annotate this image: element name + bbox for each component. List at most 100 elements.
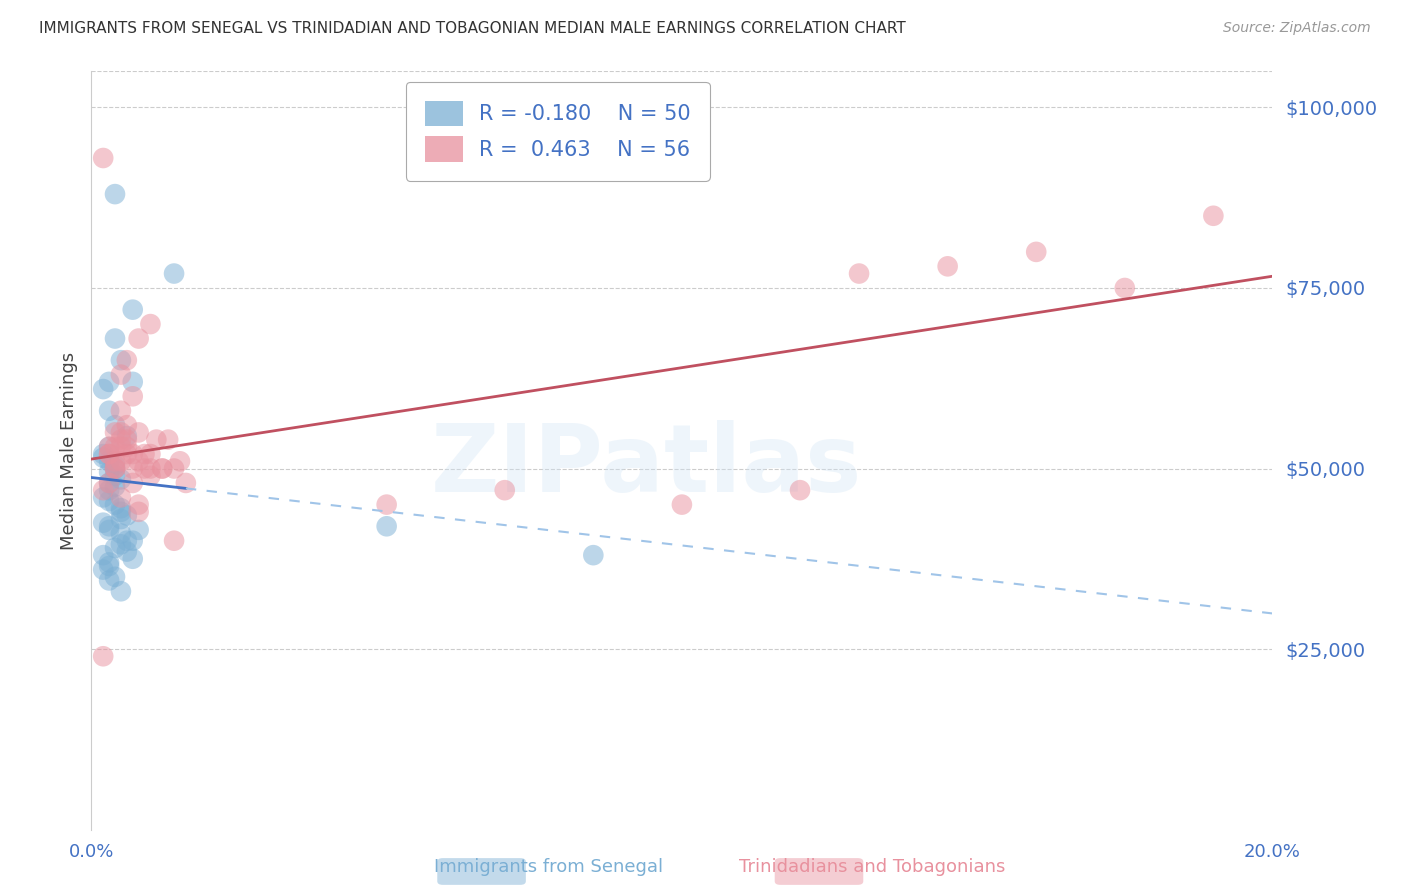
Point (150, 461, 173, 475)
Point (174, 475, 197, 490)
Point (115, 418, 138, 433)
Point (121, 447, 143, 461)
Point (115, 429, 138, 443)
Point (104, 425, 127, 440)
Point (494, 483, 516, 498)
Point (98, 523, 121, 537)
Point (91, 450, 114, 465)
Point (110, 505, 132, 519)
Point (104, 479, 127, 493)
Point (134, 461, 156, 475)
Point (110, 440, 132, 454)
Point (121, 461, 143, 475)
Point (98, 447, 121, 461)
Point (128, 454, 150, 468)
Point (110, 368, 132, 382)
Point (110, 537, 132, 551)
Point (98, 454, 121, 468)
Point (104, 332, 127, 346)
Point (98, 465, 121, 479)
Point (110, 501, 132, 516)
Point (104, 187, 127, 202)
Point (110, 454, 132, 468)
Point (104, 461, 127, 475)
Point (98, 440, 121, 454)
Point (98, 475, 121, 490)
Point (169, 454, 191, 468)
Point (110, 425, 132, 440)
Point (91, 483, 114, 498)
Point (98, 440, 121, 454)
Point (104, 418, 127, 433)
Point (121, 475, 143, 490)
Point (121, 533, 143, 548)
Point (115, 508, 138, 523)
Text: Source: ZipAtlas.com: Source: ZipAtlas.com (1223, 21, 1371, 35)
Point (150, 461, 173, 475)
Point (104, 498, 127, 512)
Point (121, 302, 143, 317)
Point (115, 447, 138, 461)
Point (98, 494, 121, 508)
Point (110, 433, 132, 447)
Point (104, 440, 127, 454)
Point (128, 332, 150, 346)
Point (104, 458, 127, 472)
Point (121, 551, 143, 566)
Point (110, 526, 132, 541)
Point (163, 461, 186, 475)
Point (115, 533, 138, 548)
Point (134, 447, 156, 461)
Point (110, 353, 132, 368)
Point (848, 267, 870, 281)
Point (91, 649, 114, 664)
Point (91, 548, 114, 562)
Point (104, 461, 127, 475)
Point (121, 389, 143, 403)
Point (98, 559, 121, 574)
Point (110, 512, 132, 526)
Point (115, 433, 138, 447)
Point (98, 483, 121, 498)
Point (789, 483, 811, 498)
Point (163, 533, 186, 548)
Point (91, 382, 114, 396)
Point (91, 563, 114, 577)
Point (375, 519, 398, 533)
Point (98, 519, 121, 533)
Text: ZIPatlas: ZIPatlas (430, 419, 862, 512)
Point (110, 491, 132, 505)
Point (110, 403, 132, 417)
Point (110, 472, 132, 486)
Point (115, 353, 138, 368)
Legend: R = -0.180    N = 50, R =  0.463    N = 56: R = -0.180 N = 50, R = 0.463 N = 56 (406, 82, 710, 180)
Point (115, 440, 138, 454)
Point (110, 584, 132, 599)
Point (91, 491, 114, 505)
Y-axis label: Median Male Earnings: Median Male Earnings (59, 351, 77, 549)
Point (139, 461, 162, 475)
Point (91, 151, 114, 165)
Text: Immigrants from Senegal: Immigrants from Senegal (434, 858, 662, 876)
Point (91, 447, 114, 461)
Point (104, 454, 127, 468)
Point (98, 403, 121, 417)
Point (163, 267, 186, 281)
Point (91, 516, 114, 530)
Point (1114, 281, 1136, 295)
Point (139, 317, 162, 331)
Point (104, 570, 127, 584)
Point (128, 505, 150, 519)
Point (121, 375, 143, 389)
Point (128, 498, 150, 512)
Point (936, 260, 959, 274)
Point (1025, 244, 1047, 259)
Point (375, 498, 398, 512)
Point (98, 375, 121, 389)
Point (115, 544, 138, 558)
Point (128, 425, 150, 440)
Point (1202, 209, 1225, 223)
Point (98, 574, 121, 588)
Point (104, 541, 127, 555)
Point (98, 475, 121, 490)
